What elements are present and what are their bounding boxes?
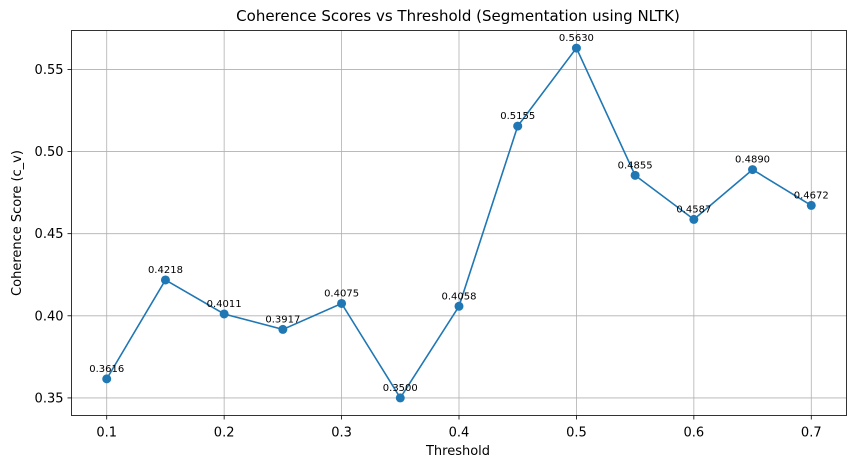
x-axis-label: Threshold — [425, 444, 490, 459]
plot-frame — [71, 30, 847, 416]
data-point — [806, 200, 816, 210]
data-point — [102, 374, 112, 384]
y-tick-label: 0.50 — [35, 145, 64, 160]
x-tick-label: 0.6 — [684, 426, 705, 441]
chart-title: Coherence Scores vs Threshold (Segmentat… — [236, 7, 680, 25]
data-label: 0.3917 — [265, 314, 300, 325]
series-markers — [102, 43, 816, 403]
data-point — [513, 121, 523, 131]
data-label: 0.4058 — [442, 291, 477, 302]
data-point — [219, 309, 229, 319]
data-label: 0.4672 — [794, 190, 829, 201]
data-labels: 0.3616 0.4218 0.4011 0.3917 0.4075 0.3500 0.40… — [89, 33, 829, 394]
x-tick-label: 0.2 — [214, 426, 235, 441]
data-label: 0.5155 — [500, 111, 535, 122]
y-tick-label: 0.35 — [35, 391, 64, 406]
data-label: 0.4218 — [148, 265, 183, 276]
data-point — [630, 170, 640, 180]
data-label: 0.4011 — [207, 299, 242, 310]
y-tick-label: 0.40 — [35, 309, 64, 324]
grid-lines — [71, 30, 847, 416]
y-axis-label: Coherence Score (c_v) — [10, 150, 25, 296]
data-point — [748, 165, 758, 175]
data-label: 0.4855 — [618, 160, 653, 171]
x-tick-label: 0.1 — [96, 426, 117, 441]
data-point — [160, 275, 170, 285]
y-tick-label: 0.45 — [35, 227, 64, 242]
data-point — [395, 393, 405, 403]
x-tick-label: 0.4 — [449, 426, 470, 441]
data-point — [454, 301, 464, 311]
data-label: 0.3616 — [89, 364, 124, 375]
data-label: 0.4587 — [676, 204, 711, 215]
data-label: 0.3500 — [383, 383, 418, 394]
x-tick-label: 0.7 — [801, 426, 822, 441]
axis-ticks: 0.1 0.2 0.3 0.4 0.5 0.6 0.7 0.35 0.40 0.45 0.50 0.5… — [35, 63, 822, 441]
data-point — [337, 298, 347, 308]
x-tick-label: 0.5 — [566, 426, 587, 441]
data-point — [689, 214, 699, 224]
data-label: 0.4890 — [735, 155, 770, 166]
data-point — [571, 43, 581, 53]
data-point — [278, 324, 288, 334]
x-tick-label: 0.3 — [331, 426, 352, 441]
data-label: 0.4075 — [324, 288, 359, 299]
data-label: 0.5630 — [559, 33, 594, 44]
y-tick-label: 0.55 — [35, 63, 64, 78]
